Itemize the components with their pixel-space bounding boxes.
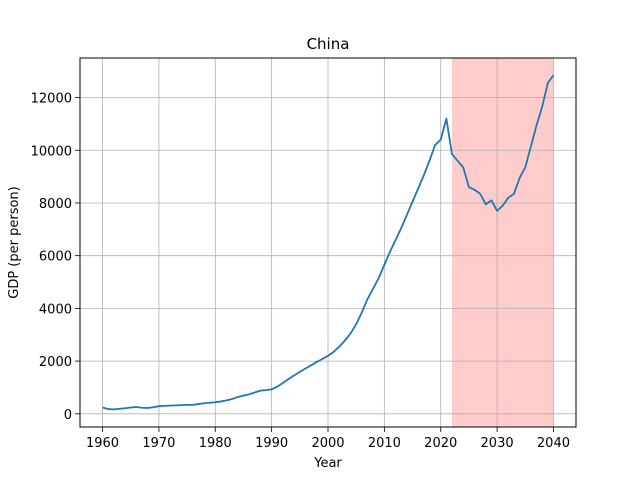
x-tick-label: 1980 — [199, 436, 232, 451]
y-tick-label: 6000 — [39, 250, 72, 265]
grid-lines — [80, 58, 576, 427]
shaded-forecast-region — [452, 58, 554, 427]
y-tick-label: 2000 — [39, 355, 72, 370]
gdp-series-line — [102, 74, 555, 411]
y-tick-label: 4000 — [39, 302, 72, 317]
y-axis-ticks: 0 2000 4000 6000 8000 10000 12000 — [31, 92, 80, 423]
chart-title: China — [307, 35, 350, 53]
y-tick-label: 8000 — [39, 197, 72, 212]
y-tick-label: 12000 — [31, 92, 72, 107]
x-tick-label: 2010 — [368, 436, 401, 451]
x-tick-label: 1960 — [86, 436, 119, 451]
x-tick-label: 2020 — [424, 436, 457, 451]
x-tick-label: 1970 — [142, 436, 175, 451]
x-axis-label: Year — [313, 456, 342, 471]
y-axis-label: GDP (per person) — [7, 186, 22, 299]
x-tick-label: 2000 — [311, 436, 344, 451]
x-tick-label: 2040 — [537, 436, 570, 451]
x-tick-label: 2030 — [481, 436, 514, 451]
x-axis-ticks: 1960 1970 1980 1990 2000 2010 2020 2030 2040 — [86, 427, 570, 451]
x-tick-label: 1990 — [255, 436, 288, 451]
y-tick-label: 0 — [64, 408, 72, 423]
y-tick-label: 10000 — [31, 144, 72, 159]
